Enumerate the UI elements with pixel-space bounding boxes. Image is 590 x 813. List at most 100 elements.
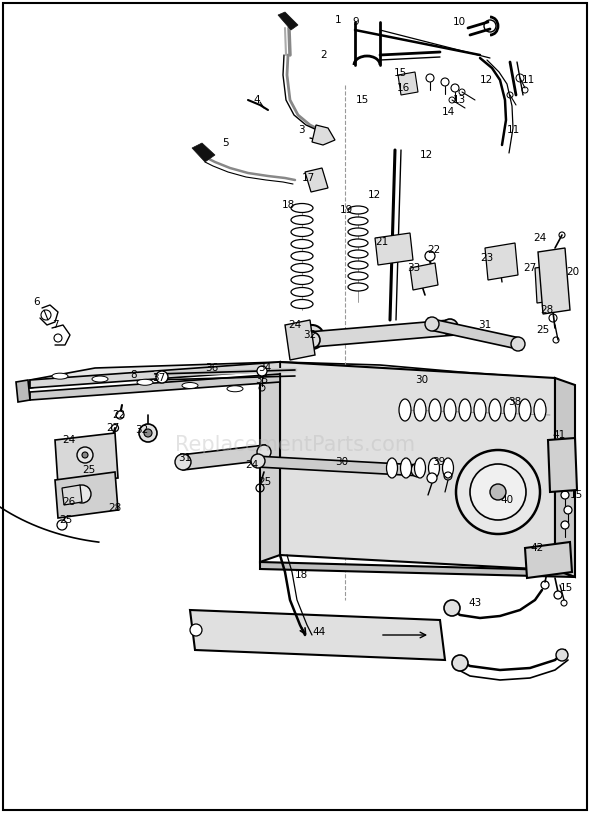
Text: 23: 23 — [480, 253, 493, 263]
Text: 36: 36 — [205, 363, 218, 373]
Ellipse shape — [291, 203, 313, 212]
Ellipse shape — [291, 276, 313, 285]
Ellipse shape — [291, 240, 313, 249]
Text: 22: 22 — [427, 245, 440, 255]
Polygon shape — [30, 374, 280, 400]
Ellipse shape — [348, 250, 368, 258]
Polygon shape — [410, 263, 438, 290]
Polygon shape — [485, 243, 518, 280]
Text: 28: 28 — [540, 305, 553, 315]
Circle shape — [564, 506, 572, 514]
Text: 15: 15 — [356, 95, 369, 105]
Polygon shape — [280, 362, 555, 570]
Text: 10: 10 — [453, 17, 466, 27]
Circle shape — [425, 251, 435, 261]
Text: 44: 44 — [312, 627, 325, 637]
Circle shape — [556, 649, 568, 661]
Text: 15: 15 — [570, 490, 584, 500]
Ellipse shape — [291, 215, 313, 224]
Ellipse shape — [401, 458, 411, 478]
Text: 32: 32 — [135, 425, 148, 435]
Polygon shape — [525, 542, 572, 578]
Text: 38: 38 — [508, 397, 521, 407]
Circle shape — [554, 454, 570, 470]
Circle shape — [442, 319, 458, 335]
Text: 18: 18 — [282, 200, 295, 210]
Text: ReplacementParts.com: ReplacementParts.com — [175, 435, 415, 455]
Polygon shape — [30, 362, 555, 390]
Circle shape — [251, 454, 265, 468]
Circle shape — [306, 331, 318, 343]
Ellipse shape — [291, 288, 313, 297]
Circle shape — [561, 521, 569, 529]
Circle shape — [77, 447, 93, 463]
Circle shape — [425, 317, 439, 331]
Ellipse shape — [399, 399, 411, 421]
Polygon shape — [285, 320, 315, 360]
Text: 7: 7 — [52, 320, 58, 330]
Ellipse shape — [291, 299, 313, 308]
Polygon shape — [548, 438, 577, 492]
Polygon shape — [55, 433, 118, 485]
Circle shape — [190, 624, 202, 636]
Text: 42: 42 — [530, 543, 543, 553]
Polygon shape — [260, 362, 280, 562]
Ellipse shape — [52, 373, 68, 379]
Ellipse shape — [348, 283, 368, 291]
Circle shape — [444, 600, 460, 616]
Polygon shape — [260, 562, 575, 577]
Circle shape — [82, 452, 88, 458]
Ellipse shape — [489, 399, 501, 421]
Circle shape — [317, 131, 327, 141]
Circle shape — [561, 491, 569, 499]
Ellipse shape — [227, 385, 243, 392]
Ellipse shape — [291, 251, 313, 260]
Ellipse shape — [444, 399, 456, 421]
Text: 2: 2 — [320, 50, 327, 60]
Ellipse shape — [348, 228, 368, 236]
Ellipse shape — [504, 399, 516, 421]
Text: 12: 12 — [420, 150, 433, 160]
Text: 13: 13 — [453, 95, 466, 105]
Text: 40: 40 — [500, 495, 513, 505]
Circle shape — [427, 473, 437, 483]
Text: 5: 5 — [222, 138, 229, 148]
Circle shape — [490, 484, 506, 500]
Polygon shape — [398, 72, 418, 95]
Polygon shape — [180, 445, 268, 470]
Polygon shape — [192, 143, 215, 162]
Text: 25: 25 — [258, 477, 271, 487]
Text: 27: 27 — [106, 423, 119, 433]
Ellipse shape — [474, 399, 486, 421]
Ellipse shape — [459, 399, 471, 421]
Circle shape — [175, 454, 191, 470]
Polygon shape — [190, 610, 445, 660]
Ellipse shape — [519, 399, 531, 421]
Ellipse shape — [348, 272, 368, 280]
Circle shape — [304, 332, 320, 348]
Circle shape — [540, 552, 556, 568]
Circle shape — [554, 591, 562, 599]
Ellipse shape — [348, 239, 368, 247]
Text: 22: 22 — [112, 410, 125, 420]
Polygon shape — [308, 320, 455, 347]
Polygon shape — [255, 456, 422, 476]
Text: 37: 37 — [152, 373, 165, 383]
Ellipse shape — [429, 399, 441, 421]
Text: 6: 6 — [33, 297, 40, 307]
Text: 15: 15 — [394, 68, 407, 78]
Circle shape — [116, 411, 124, 419]
Text: 24: 24 — [533, 233, 546, 243]
Text: 26: 26 — [62, 497, 76, 507]
Circle shape — [139, 424, 157, 442]
Polygon shape — [62, 485, 82, 505]
Text: 19: 19 — [340, 205, 353, 215]
Text: 16: 16 — [397, 83, 410, 93]
Ellipse shape — [428, 458, 440, 478]
Circle shape — [411, 463, 425, 477]
Text: 12: 12 — [480, 75, 493, 85]
Circle shape — [257, 445, 271, 459]
Ellipse shape — [348, 206, 368, 214]
Text: 1: 1 — [335, 15, 342, 25]
Text: 30: 30 — [335, 457, 348, 467]
